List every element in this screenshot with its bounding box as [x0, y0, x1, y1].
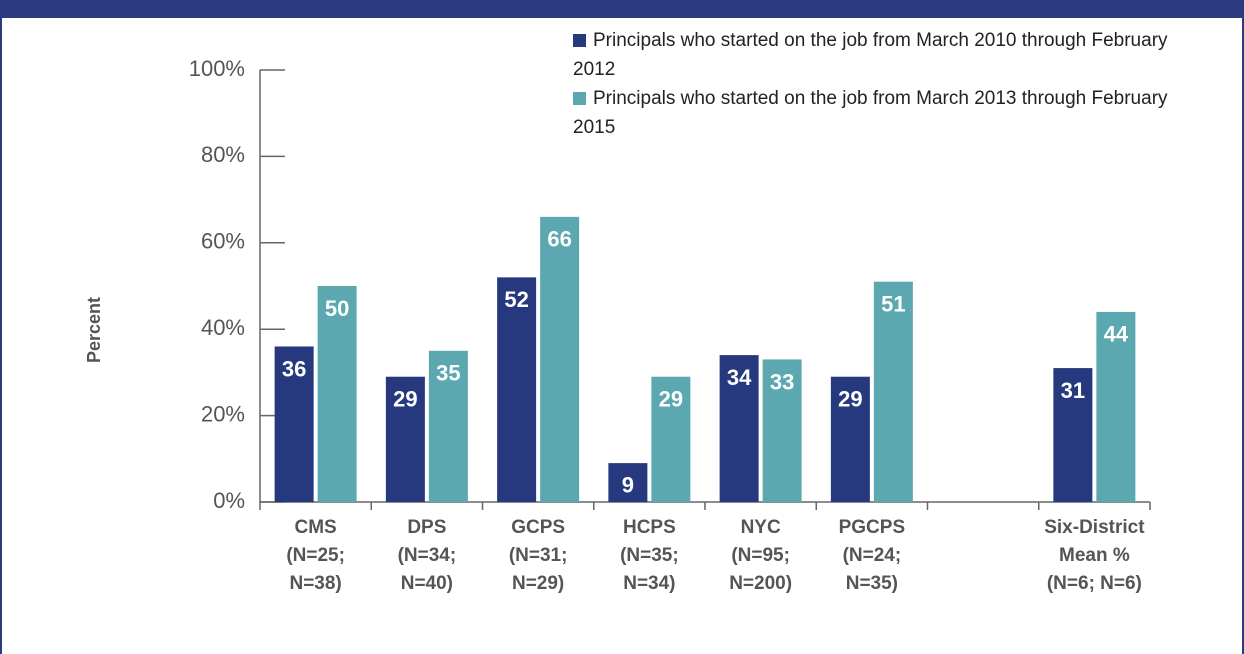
- x-tick-label: Six-District Mean % (N=6; N=6): [1044, 517, 1145, 594]
- value-label: 34: [727, 365, 752, 390]
- bar: [497, 277, 537, 502]
- value-label: 29: [838, 387, 862, 412]
- bar: [1096, 311, 1136, 502]
- value-label: 66: [547, 227, 571, 252]
- value-label: 50: [325, 296, 349, 321]
- bar: [719, 355, 759, 502]
- x-tick-label: PGCPS (N=24; N=35): [839, 517, 906, 594]
- top-bar: [0, 0, 1244, 18]
- bar: [762, 359, 802, 502]
- bar: [873, 281, 913, 502]
- bar: [830, 376, 870, 502]
- x-tick-label: DPS (N=34; N=40): [398, 517, 457, 594]
- bar: [608, 463, 648, 502]
- bar: [274, 346, 314, 502]
- legend-label: Principals who started on the job from M…: [573, 30, 1168, 80]
- y-tick-label: 40%: [201, 315, 245, 340]
- legend-swatch: [573, 92, 586, 105]
- value-label: 52: [504, 287, 528, 312]
- value-label: 35: [436, 361, 460, 386]
- legend-item: Principals who started on the job from M…: [573, 26, 1173, 84]
- y-tick-label: 20%: [201, 401, 245, 426]
- value-label: 31: [1061, 378, 1085, 403]
- value-label: 33: [770, 369, 794, 394]
- value-label: 29: [659, 387, 683, 412]
- y-tick-label: 0%: [213, 488, 245, 513]
- y-axis-label: Percent: [84, 297, 104, 363]
- legend-label: Principals who started on the job from M…: [573, 88, 1168, 138]
- value-label: 29: [393, 387, 417, 412]
- value-label: 9: [622, 472, 634, 497]
- bar: [540, 216, 580, 502]
- x-tick-label: NYC (N=95; N=200): [729, 517, 792, 594]
- legend-item: Principals who started on the job from M…: [573, 84, 1173, 142]
- bar: [1053, 368, 1093, 502]
- x-tick-label: HCPS (N=35; N=34): [620, 517, 679, 594]
- frame-left: [0, 0, 2, 654]
- x-tick-label: GCPS (N=31; N=29): [509, 517, 568, 594]
- y-tick-label: 60%: [201, 229, 245, 254]
- bar: [428, 350, 468, 502]
- bar: [651, 376, 691, 502]
- y-tick-label: 100%: [189, 56, 245, 81]
- value-label: 36: [282, 356, 306, 381]
- y-tick-label: 80%: [201, 142, 245, 167]
- legend-swatch: [573, 34, 586, 47]
- x-tick-label: CMS (N=25; N=38): [286, 517, 345, 594]
- bar: [317, 286, 357, 502]
- legend: Principals who started on the job from M…: [573, 26, 1173, 142]
- value-label: 44: [1104, 322, 1129, 347]
- bar: [385, 376, 425, 502]
- frame-right: [1242, 0, 1244, 654]
- value-label: 51: [881, 291, 905, 316]
